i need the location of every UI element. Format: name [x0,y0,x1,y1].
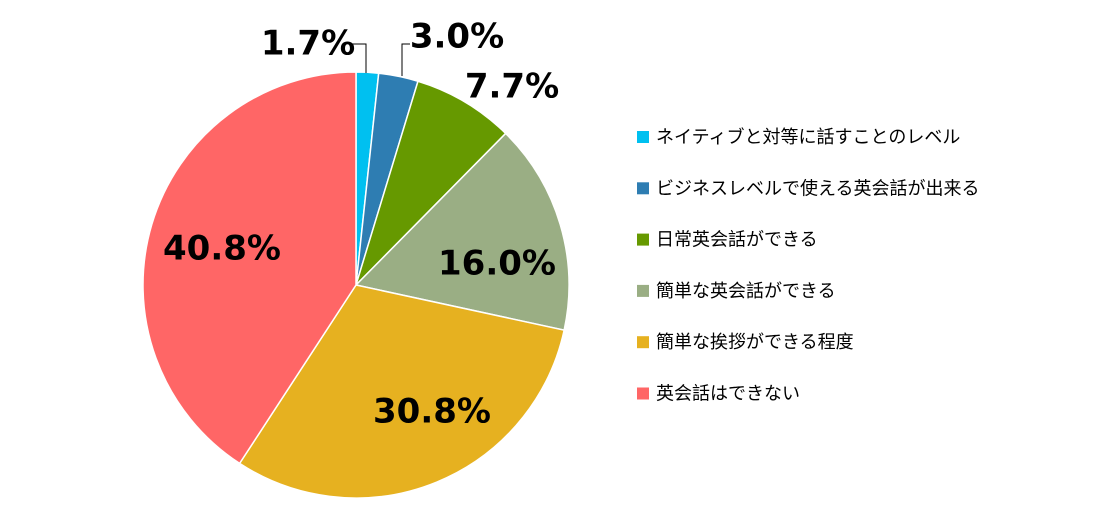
leader-line [401,43,410,76]
leader-line [352,43,367,73]
legend-label: ビジネスレベルで使える英会話が出来る [656,178,979,199]
pie [142,71,570,499]
legend-swatch [637,284,649,297]
value-label: 1.7% [261,24,355,64]
legend-label: 簡単な挨拶ができる程度 [656,332,854,353]
value-label: 16.0% [438,244,556,284]
legend-label: 簡単な英会話ができる [656,281,836,302]
legend-swatch [637,182,649,195]
pie-slice [354,132,570,332]
legend-swatch [637,131,649,143]
legend: ネイティブと対等に話すことのレベルビジネスレベルで使える英会話が出来る日常英会話… [637,126,979,405]
legend-swatch [637,336,649,349]
legend-label: ネイティブと対等に話すことのレベル [656,126,960,148]
legend-swatch [637,387,649,400]
value-label: 7.7% [465,67,559,107]
value-label: 30.8% [373,392,491,432]
pie-slice [142,71,357,465]
value-label: 3.0% [410,17,504,57]
pie-slice [238,284,566,499]
value-label: 40.8% [163,229,281,269]
legend-label: 英会話はできない [656,384,800,405]
pie-slice [355,80,507,286]
legend-swatch [637,233,649,246]
value-labels: 1.7% 3.0% 7.7% 16.0% 30.8% 40.8% [163,17,559,432]
legend-label: 日常英会話ができる [656,230,818,251]
